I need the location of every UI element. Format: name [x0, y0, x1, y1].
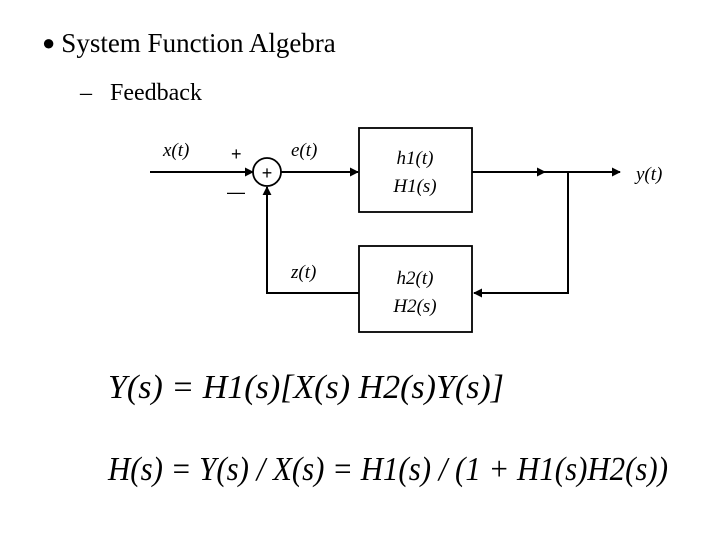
feedback-block-line1: h2(t) [397, 268, 434, 289]
bullet-icon: ● [42, 30, 56, 55]
slide-subtitle: – Feedback [80, 80, 202, 107]
minus-sign: — [227, 182, 245, 202]
feedback-branch [473, 172, 569, 298]
forward-block-line2: H1(s) [392, 176, 436, 197]
equation-1: Y(s) = H1(s)[X(s) H2(s)Y(s)] [108, 369, 504, 406]
output-label: y(t) [634, 164, 662, 185]
input-label: x(t) [162, 140, 189, 161]
dash-icon: – [80, 80, 92, 106]
feedback-block [358, 245, 473, 333]
feedback-return [262, 186, 359, 294]
plus-sign: + [231, 144, 242, 164]
summer-plus-icon: + [262, 163, 273, 183]
subtitle-text: Feedback [110, 80, 202, 106]
equation-2: H(s) = Y(s) / X(s) = H1(s) / (1 + H1(s)H… [107, 451, 668, 488]
forward-block [358, 127, 473, 213]
title-text: System Function Algebra [61, 28, 336, 58]
feedback-label: z(t) [290, 262, 316, 283]
slide-title: ● System Function Algebra [42, 28, 336, 59]
error-label: e(t) [291, 140, 317, 161]
feedback-block-line2: H2(s) [392, 296, 436, 317]
forward-block-line1: h1(t) [397, 148, 434, 169]
